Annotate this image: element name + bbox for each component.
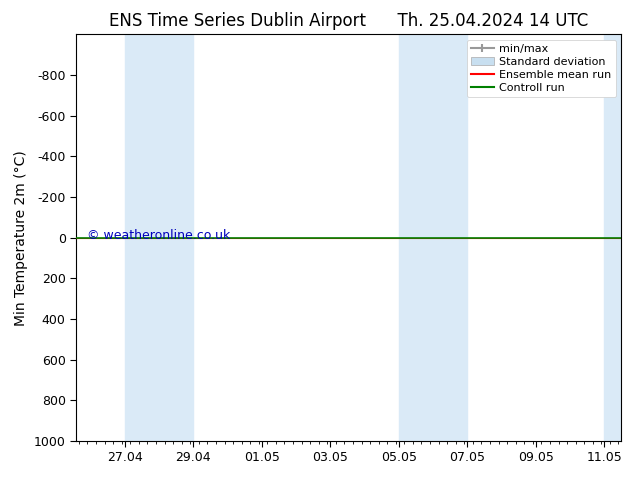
Legend: min/max, Standard deviation, Ensemble mean run, Controll run: min/max, Standard deviation, Ensemble me…	[467, 40, 616, 97]
Title: ENS Time Series Dublin Airport      Th. 25.04.2024 14 UTC: ENS Time Series Dublin Airport Th. 25.04…	[109, 12, 588, 30]
Bar	[125, 34, 193, 441]
Text: © weatheronline.co.uk: © weatheronline.co.uk	[87, 229, 230, 242]
Y-axis label: Min Temperature 2m (°C): Min Temperature 2m (°C)	[14, 150, 29, 325]
Bar	[399, 34, 467, 441]
Bar	[604, 34, 634, 441]
